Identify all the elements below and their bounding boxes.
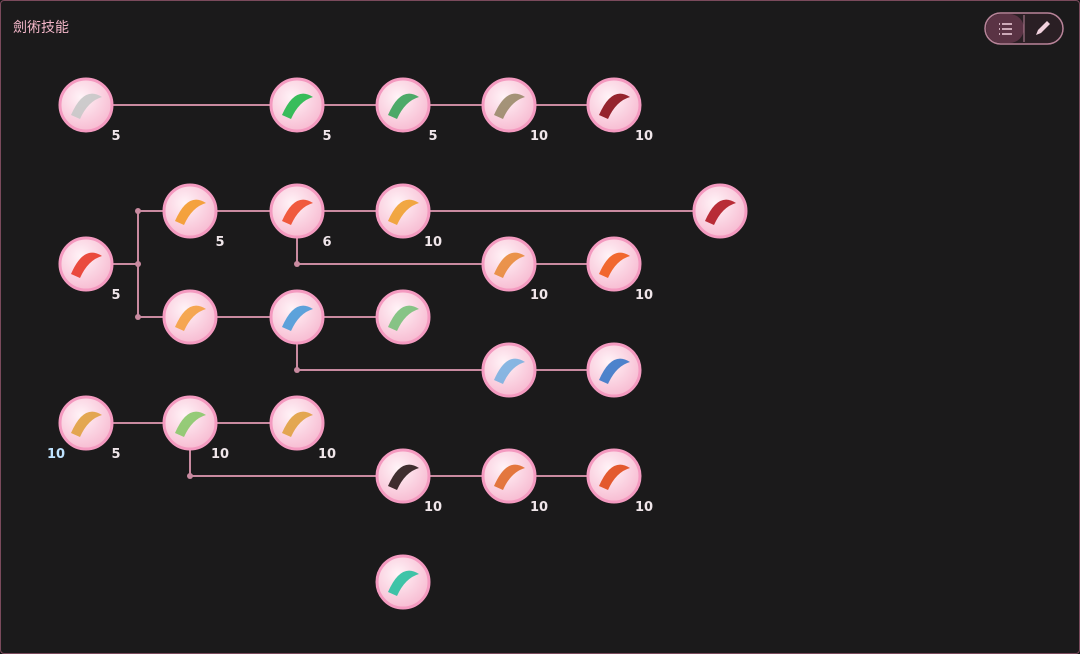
skill-level: 5 <box>428 129 437 144</box>
pencil-icon <box>1036 21 1050 35</box>
skill-level: 10 <box>424 500 442 515</box>
skill-level: 6 <box>322 235 331 250</box>
skill-icon <box>494 358 525 384</box>
skill-level: 10 <box>530 129 548 144</box>
skill-node[interactable]: 5 <box>58 236 121 303</box>
junction <box>135 314 141 320</box>
skill-node[interactable]: 5 <box>269 77 332 144</box>
junction <box>187 473 193 479</box>
panel-title: 劍術技能 <box>13 19 69 36</box>
nodes: 5 5 5 10 10 5 6 10 5 10 10 5 10 10 10 10 10 10 <box>47 77 748 610</box>
skill-icon <box>388 93 419 119</box>
skill-icon <box>71 411 102 437</box>
skill-icon <box>282 199 313 225</box>
skill-icon <box>705 199 736 225</box>
skill-level: 10 <box>635 288 653 303</box>
skill-node[interactable]: 5 <box>375 77 438 144</box>
skill-icon <box>388 464 419 490</box>
skill-node[interactable] <box>481 342 537 398</box>
junction <box>135 261 141 267</box>
skill-level: 10 <box>635 129 653 144</box>
skill-node[interactable]: 10 <box>586 77 653 144</box>
skill-icon <box>494 464 525 490</box>
skill-icon <box>71 93 102 119</box>
skill-level: 5 <box>111 129 120 144</box>
skill-level: 10 <box>211 447 229 462</box>
skill-node[interactable]: 5 10 <box>47 395 121 462</box>
skill-node[interactable] <box>692 183 748 239</box>
junction <box>294 261 300 267</box>
skill-icon <box>494 252 525 278</box>
skill-icon <box>282 305 313 331</box>
skill-icon <box>175 199 206 225</box>
skill-node[interactable]: 10 <box>586 236 653 303</box>
skill-node[interactable]: 10 <box>481 236 548 303</box>
skill-level: 5 <box>322 129 331 144</box>
skill-node[interactable] <box>586 342 642 398</box>
skill-node[interactable] <box>162 289 218 345</box>
skill-icon <box>388 305 419 331</box>
skill-node[interactable]: 10 <box>162 395 229 462</box>
skill-node[interactable]: 10 <box>481 77 548 144</box>
skill-icon <box>71 252 102 278</box>
skill-icon <box>282 93 313 119</box>
skill-icon <box>388 199 419 225</box>
skill-node[interactable]: 5 <box>58 77 121 144</box>
skill-icon <box>599 252 630 278</box>
list-icon <box>999 23 1012 35</box>
skill-node[interactable]: 6 <box>269 183 332 250</box>
skill-level: 5 <box>111 447 120 462</box>
skill-level: 5 <box>215 235 224 250</box>
skill-level: 10 <box>424 235 442 250</box>
skill-node[interactable] <box>375 554 431 610</box>
skill-icon <box>599 464 630 490</box>
junction <box>135 208 141 214</box>
skill-level: 10 <box>530 288 548 303</box>
skill-bonus: 10 <box>47 447 65 462</box>
skill-level: 10 <box>318 447 336 462</box>
skill-icon <box>388 570 419 596</box>
skill-icon <box>599 93 630 119</box>
skill-level: 10 <box>635 500 653 515</box>
skill-node[interactable]: 10 <box>481 448 548 515</box>
skill-icon <box>599 358 630 384</box>
skill-icon <box>282 411 313 437</box>
skill-level: 5 <box>111 288 120 303</box>
skill-node[interactable] <box>269 289 325 345</box>
skill-level: 10 <box>530 500 548 515</box>
skill-node[interactable] <box>375 289 431 345</box>
skill-node[interactable]: 10 <box>375 448 442 515</box>
skill-node[interactable]: 10 <box>586 448 653 515</box>
skill-node[interactable]: 10 <box>269 395 336 462</box>
skill-icon <box>175 305 206 331</box>
skill-icon <box>494 93 525 119</box>
skill-icon <box>175 411 206 437</box>
skill-node[interactable]: 5 <box>162 183 225 250</box>
view-toggle <box>984 12 1064 45</box>
skill-node[interactable]: 10 <box>375 183 442 250</box>
junction <box>294 367 300 373</box>
